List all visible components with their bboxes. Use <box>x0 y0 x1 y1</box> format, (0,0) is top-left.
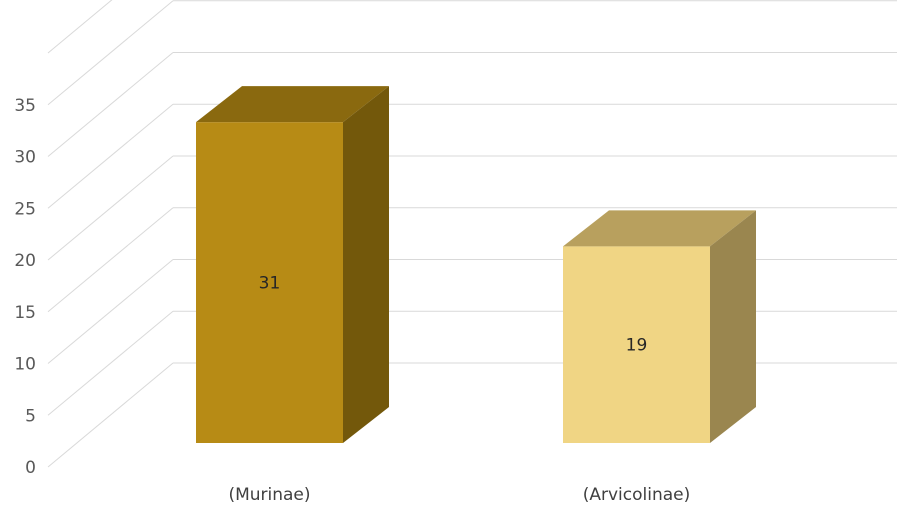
bar-side-face <box>343 86 389 444</box>
y-axis-tick-labels: 0 5 10 15 20 25 30 35 <box>14 96 36 478</box>
bar-top-face <box>563 210 756 247</box>
x-category-label: (Murinae) <box>228 485 310 505</box>
gridline-side <box>47 310 174 416</box>
gridline-side <box>47 0 174 106</box>
bar-data-label: 19 <box>626 336 648 356</box>
gridline-side <box>47 0 113 54</box>
gridline-side <box>47 155 174 261</box>
x-axis-category-labels: (Murinae) (Arvicolinae) <box>228 485 690 505</box>
y-tick-label: 0 <box>25 458 36 478</box>
gridline-side <box>47 259 174 364</box>
gridlines <box>47 0 897 468</box>
bar-top-face <box>196 86 389 123</box>
gridline-side <box>47 207 174 313</box>
bar-data-label: 31 <box>259 274 281 294</box>
y-tick-label: 5 <box>25 406 36 426</box>
y-tick-label: 30 <box>14 148 36 168</box>
y-tick-label: 20 <box>14 251 36 271</box>
y-tick-label: 25 <box>14 199 36 219</box>
bar-side-face <box>710 210 756 443</box>
bars: 31 19 <box>196 86 756 444</box>
gridline-side <box>47 103 174 209</box>
y-tick-label: 15 <box>14 303 36 323</box>
bar-2: 19 <box>563 210 756 443</box>
gridline-side <box>47 52 174 157</box>
bar-front-face <box>196 122 343 444</box>
gridline-side <box>47 362 174 468</box>
bar-1: 31 <box>196 86 389 444</box>
y-tick-label: 10 <box>14 355 36 375</box>
x-category-label: (Arvicolinae) <box>583 485 691 505</box>
y-tick-label: 35 <box>14 96 36 116</box>
bar-front-face <box>563 246 710 443</box>
